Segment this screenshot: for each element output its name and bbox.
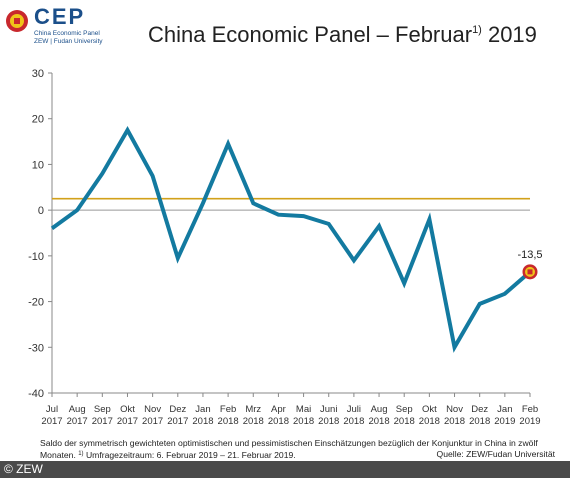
x-tick-label-month: Okt (422, 404, 437, 415)
x-tick-label-year: 2019 (519, 416, 540, 427)
x-tick-label-year: 2018 (419, 416, 440, 427)
y-tick-label: -30 (28, 342, 44, 354)
x-tick-label-month: Juni (320, 404, 337, 415)
series-line (50, 126, 532, 353)
x-tick-label-year: 2017 (67, 416, 88, 427)
y-tick-label: 0 (38, 205, 44, 217)
cep-logo: CEP China Economic Panel ZEW | Fudan Uni… (4, 4, 124, 50)
x-tick-label-year: 2018 (469, 416, 490, 427)
caption-line-2: Monaten. 1) Umfragezeitraum: 6. Februar … (40, 449, 555, 461)
x-tick-label-month: Okt (120, 404, 135, 415)
y-tick-label: 10 (32, 159, 44, 171)
caption-footnote-mark: 1) (78, 451, 84, 457)
x-tick-label-year: 2018 (243, 416, 264, 427)
logo-subtitle: China Economic Panel (34, 30, 100, 37)
x-tick-label-year: 2018 (394, 416, 415, 427)
x-tick-label-month: Mrz (245, 404, 261, 415)
logo-affiliation: ZEW | Fudan University (34, 38, 103, 45)
x-tick-label-year: 2017 (117, 416, 138, 427)
caption-line-1: Saldo der symmetrisch gewichteten optimi… (40, 438, 538, 448)
chart-title: China Economic Panel – Februar1) 2019 (148, 22, 537, 48)
x-tick-label-year: 2018 (318, 416, 339, 427)
x-tick-label-year: 2018 (268, 416, 289, 427)
caption-source: Quelle: ZEW/Fudan Universität (436, 449, 555, 459)
x-tick-label-year: 2017 (41, 416, 62, 427)
y-tick-label: 20 (32, 114, 44, 126)
title-year: 2019 (481, 22, 537, 47)
x-tick-label-year: 2017 (92, 416, 113, 427)
caption-note-start: Monaten. (40, 450, 79, 460)
x-tick-label-year: 2018 (218, 416, 239, 427)
x-tick-label-month: Dez (169, 404, 186, 415)
cep-logo-icon (6, 10, 28, 32)
y-tick-label: -40 (28, 388, 44, 400)
x-tick-label-month: Mai (296, 404, 311, 415)
x-tick-label-month: Jan (195, 404, 210, 415)
x-tick-label-month: Juli (347, 404, 361, 415)
last-value-label: -13,5 (517, 249, 542, 261)
x-tick-label-year: 2018 (293, 416, 314, 427)
last-value-marker-center (527, 269, 533, 275)
copyright: © ZEW (4, 462, 43, 476)
title-text: China Economic Panel – Februar (148, 22, 473, 47)
y-tick-label: 30 (32, 68, 44, 80)
x-tick-label-year: 2018 (343, 416, 364, 427)
x-tick-label-year: 2019 (494, 416, 515, 427)
x-tick-label-month: Aug (69, 404, 86, 415)
x-tick-label-month: Aug (371, 404, 388, 415)
x-tick-label-year: 2018 (192, 416, 213, 427)
y-tick-label: -20 (28, 297, 44, 309)
x-tick-label-month: Dez (471, 404, 488, 415)
y-tick-label: -10 (28, 251, 44, 263)
footer-bar: © ZEW (0, 461, 570, 478)
x-tick-label-month: Apr (271, 404, 286, 415)
x-tick-label-month: Nov (144, 404, 161, 415)
title-footnote-mark: 1) (472, 24, 482, 36)
x-tick-label-year: 2017 (142, 416, 163, 427)
x-tick-label-year: 2018 (368, 416, 389, 427)
logo-name: CEP (34, 4, 86, 29)
x-tick-label-year: 2018 (444, 416, 465, 427)
chart-caption: Saldo der symmetrisch gewichteten optimi… (40, 438, 555, 461)
x-tick-label-month: Feb (220, 404, 236, 415)
caption-survey-period: Umfragezeitraum: 6. Februar 2019 – 21. F… (83, 450, 296, 460)
x-tick-label-month: Feb (522, 404, 538, 415)
x-tick-label-year: 2017 (167, 416, 188, 427)
line-chart: 3020100-10-20-30-40Jul2017Aug2017Sep2017… (28, 68, 542, 427)
x-tick-label-month: Sep (94, 404, 111, 415)
x-tick-label-month: Nov (446, 404, 463, 415)
x-tick-label-month: Jan (497, 404, 512, 415)
x-tick-label-month: Jul (46, 404, 58, 415)
caption-note: Monaten. 1) Umfragezeitraum: 6. Februar … (40, 449, 296, 461)
x-tick-label-month: Sep (396, 404, 413, 415)
